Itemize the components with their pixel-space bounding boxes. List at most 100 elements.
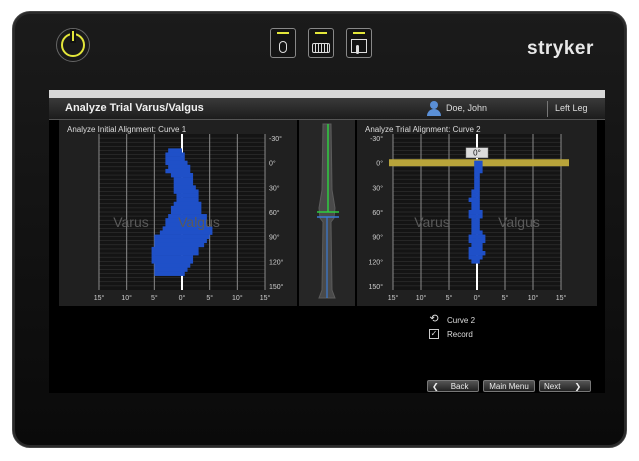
alignment-bar [173,181,194,186]
alignment-bar [471,242,483,248]
alignment-bar [176,193,199,198]
header-divider [547,101,548,117]
alignment-bar [471,226,480,231]
alignment-bar [468,246,483,252]
x-tick-label: 15° [260,294,271,302]
brand-logo: stryker [527,38,594,59]
x-tick-label: 15° [556,294,567,302]
y-tick-label: 0° [376,160,383,168]
alignment-bar [154,234,210,239]
alignment-bar [468,214,483,219]
alignment-bar [468,234,486,239]
curve-toggle[interactable]: ⟲ Curve 2 [429,314,475,326]
alignment-bar [474,168,483,174]
x-tick-label: 15° [94,294,105,302]
current-angle-readout: 0° [473,149,481,158]
y-tick-label: 90° [269,234,280,242]
mouse-icon[interactable] [270,28,296,58]
alignment-bar [154,238,207,244]
y-tick-label: -30° [370,135,383,143]
alignment-bar [474,177,480,182]
y-tick-label: 30° [372,184,383,192]
alignment-bar [468,197,480,203]
record-checkbox[interactable]: ✓ Record [429,328,473,340]
trial-alignment-panel: Analyze Trial Alignment: Curve 2 0° Varu… [357,120,597,306]
alignment-bar [471,201,480,207]
alignment-bar [154,263,191,268]
alignment-bar [468,238,486,244]
alignment-bar [165,160,188,166]
x-tick-label: 5° [502,294,509,302]
alignment-bar [173,189,199,194]
y-tick-label: 0° [269,160,276,168]
alignment-bar [468,251,486,256]
tablet-device: stryker Analyze Trial Varus/Valgus Doe, … [12,11,627,448]
alignment-bar [170,209,202,215]
alignment-bar [154,267,188,272]
alignment-bar [474,181,480,186]
refresh-icon: ⟲ [429,313,439,325]
alignment-bar [474,185,480,190]
alignment-bar [151,259,194,264]
varus-watermark: Varus [113,214,149,230]
alignment-bar [471,230,483,235]
trial-alignment-chart: 0° Varus Valgus -30°0°30°60°90°120°150° … [369,134,569,302]
alignment-bar [168,214,207,219]
alignment-bar [471,259,480,264]
x-tick-label: 5° [151,294,158,302]
alignment-bar [170,173,194,178]
alignment-bar [154,242,205,248]
alignment-bar [468,255,483,260]
x-tick-label: 10° [416,294,427,302]
y-tick-label: -30° [269,135,282,143]
alignment-bar [165,218,207,223]
alignment-bar [168,164,191,170]
y-tick-label: 90° [372,234,383,242]
y-tick-label: 30° [269,184,280,192]
alignment-bar [162,226,213,231]
panel-title: Analyze Initial Alignment: Curve 1 [67,125,187,134]
app-screen: Analyze Trial Varus/Valgus Doe, John Lef… [49,90,605,393]
next-button[interactable]: Next ❯ [539,380,591,392]
alignment-bar [468,209,483,215]
alignment-bar [474,160,483,166]
alignment-bar [170,205,202,211]
y-tick-label: 120° [269,258,284,266]
x-tick-label: 10° [232,294,243,302]
main-menu-label: Main Menu [489,381,529,391]
alignment-bar [165,156,185,161]
alignment-bar [471,222,480,227]
power-button[interactable] [56,28,90,62]
x-tick-label: 15° [388,294,399,302]
main-menu-button[interactable]: Main Menu [483,380,535,392]
alignment-bar [151,255,194,260]
initial-alignment-panel: Analyze Initial Alignment: Curve 1 Varus… [59,120,297,306]
y-tick-label: 150° [269,283,284,291]
power-icon [61,31,85,57]
back-button[interactable]: ❮ Back [427,380,479,392]
alignment-bar [173,185,196,190]
alignment-bar [154,271,185,276]
touchscreen-icon[interactable] [346,28,372,58]
alignment-bar [474,164,483,170]
alignment-bar [165,152,185,157]
alignment-bar [165,168,191,174]
valgus-watermark: Valgus [498,214,540,230]
alignment-bar [168,148,182,153]
valgus-watermark: Valgus [178,214,220,230]
current-angle-box [465,147,489,158]
next-label: Next [544,381,561,391]
back-label: Back [450,381,469,391]
page-title: Analyze Trial Varus/Valgus [65,102,204,114]
user-icon [427,101,441,116]
keyboard-icon[interactable] [308,28,334,58]
alignment-bar [165,222,207,227]
initial-alignment-chart: Varus Valgus -30° 0° 30° 60° 90° 120° 150° 15°… [94,134,284,302]
alignment-bar [159,230,213,235]
checkmark-icon: ✓ [429,329,439,339]
window-titlebar [49,90,605,98]
varus-watermark: Varus [414,214,450,230]
x-tick-label: 0° [179,294,186,302]
y-tick-label: 150° [369,283,384,291]
alignment-bar [471,193,480,198]
